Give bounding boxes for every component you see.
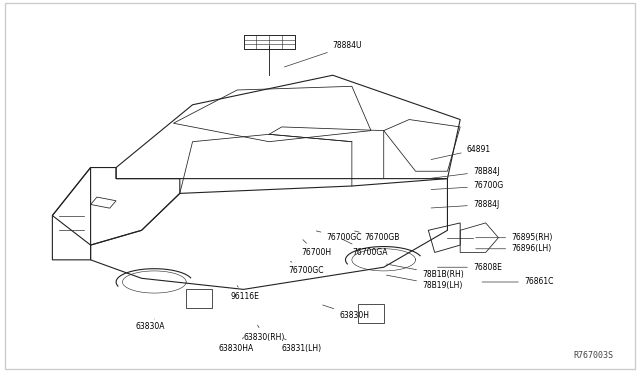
Text: 78884U: 78884U bbox=[284, 41, 362, 67]
Text: 64891: 64891 bbox=[431, 145, 491, 160]
Text: 96116E: 96116E bbox=[231, 286, 260, 301]
Text: 63830A: 63830A bbox=[135, 319, 164, 331]
Text: 76896(LH): 76896(LH) bbox=[476, 244, 552, 253]
Text: 63830HA: 63830HA bbox=[218, 337, 253, 353]
Text: 76700GC: 76700GC bbox=[288, 261, 324, 275]
Text: 78B19(LH): 78B19(LH) bbox=[387, 275, 462, 290]
Text: 78884J: 78884J bbox=[431, 200, 499, 209]
Text: 76861C: 76861C bbox=[482, 278, 554, 286]
Text: 76700H: 76700H bbox=[301, 240, 331, 257]
Text: 76700GC: 76700GC bbox=[316, 231, 362, 242]
Text: 76895(RH): 76895(RH) bbox=[476, 233, 552, 242]
Text: 78B1B(RH): 78B1B(RH) bbox=[387, 264, 464, 279]
Text: 63830(RH): 63830(RH) bbox=[244, 325, 285, 342]
Text: 63831(LH): 63831(LH) bbox=[282, 339, 322, 353]
Text: 76700GB: 76700GB bbox=[355, 231, 400, 242]
Text: 63830H: 63830H bbox=[323, 305, 369, 320]
Text: 76700GA: 76700GA bbox=[342, 239, 387, 257]
Text: 76808E: 76808E bbox=[438, 263, 502, 272]
Text: 76700G: 76700G bbox=[431, 182, 503, 190]
Text: R767003S: R767003S bbox=[573, 350, 613, 359]
Text: 78B84J: 78B84J bbox=[431, 167, 500, 178]
